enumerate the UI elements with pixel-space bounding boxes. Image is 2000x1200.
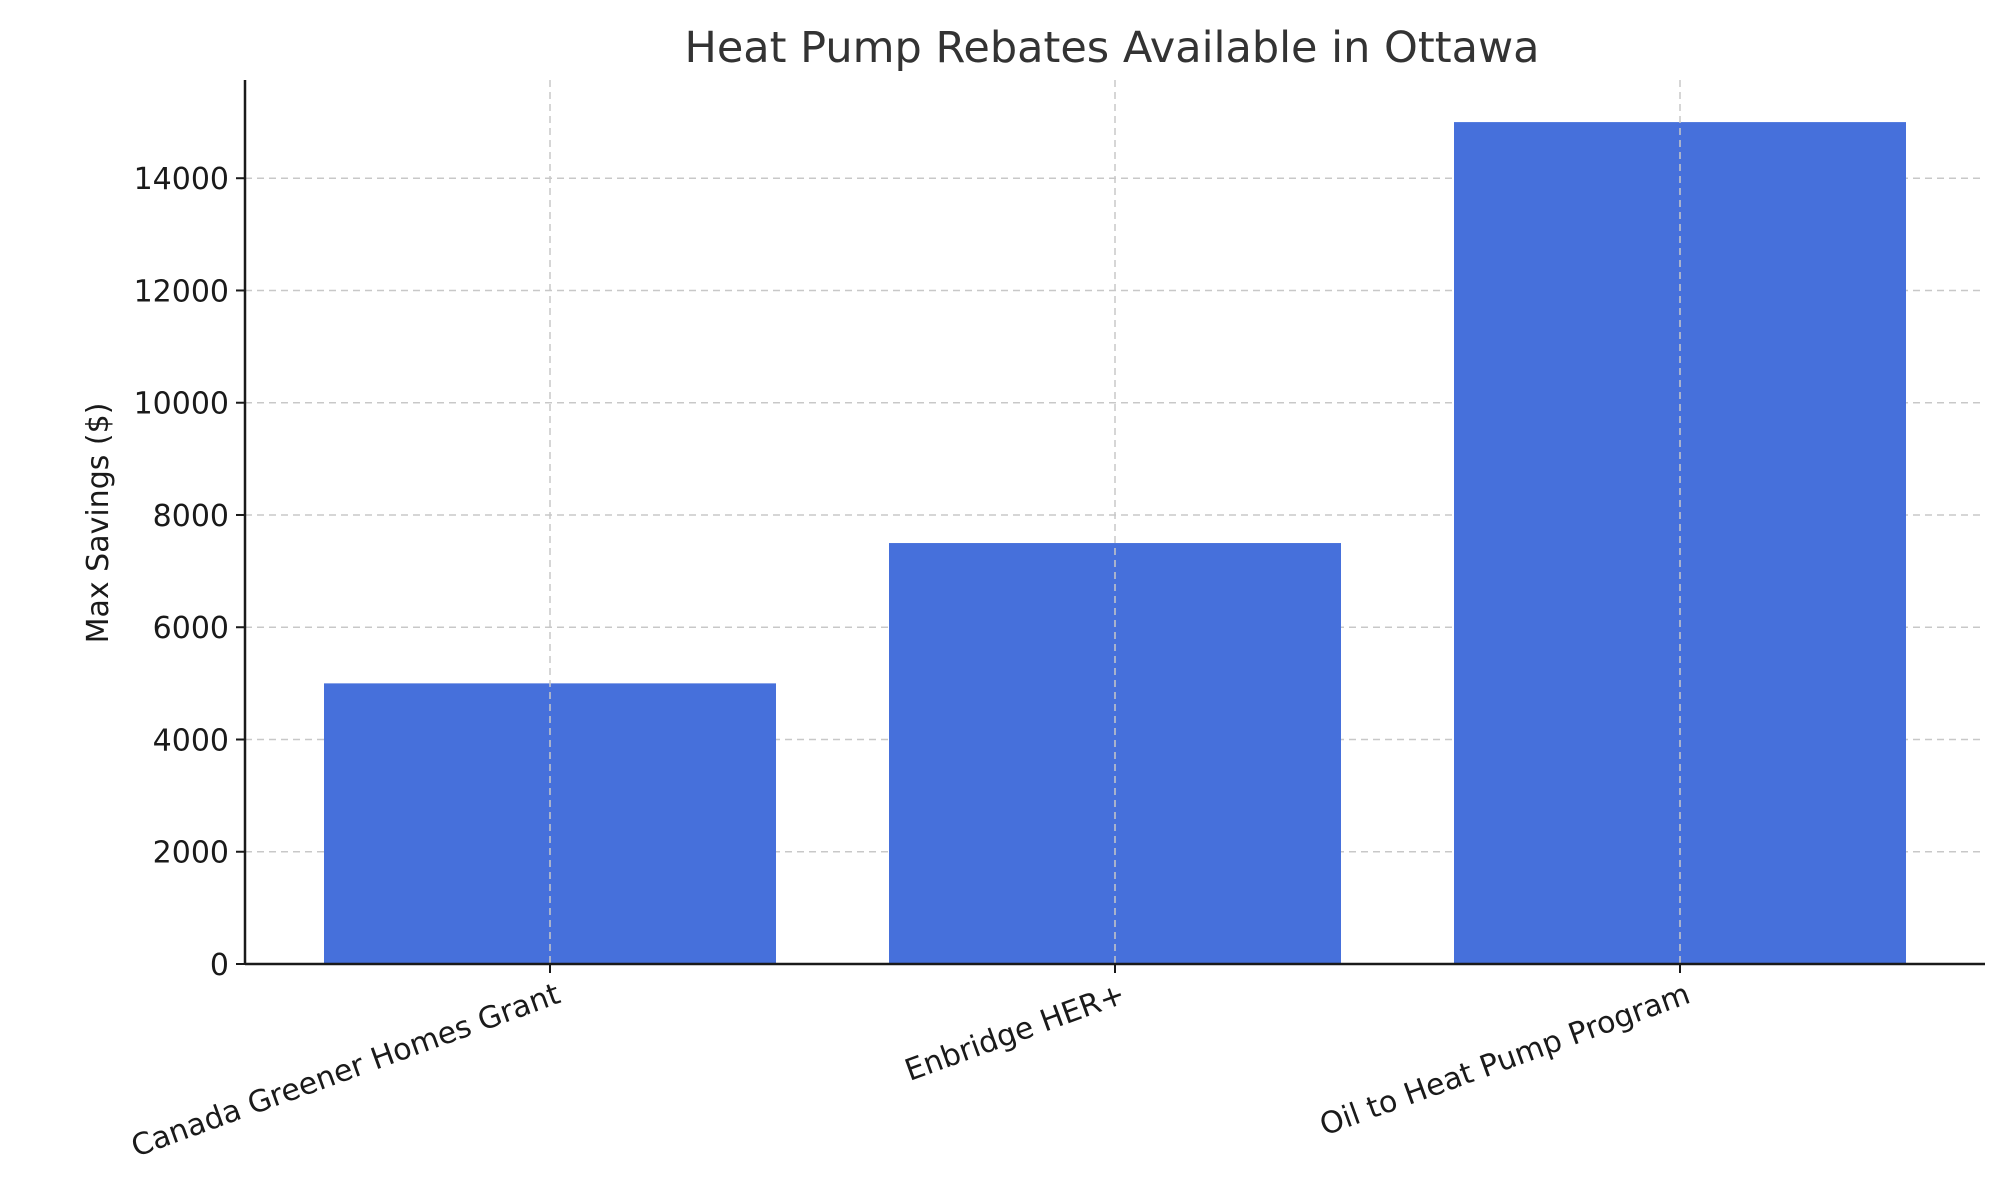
- x-tick-label: Canada Greener Homes Grant: [127, 977, 565, 1165]
- x-tick-label: Enbridge HER+: [900, 977, 1129, 1089]
- y-tick-label: 14000: [134, 162, 229, 197]
- y-tick-label: 12000: [134, 274, 229, 309]
- x-tick-labels: Canada Greener Homes Grant Enbridge HER+ O…: [127, 964, 1695, 1165]
- x-grid-lines: [549, 80, 1681, 964]
- y-tick-label: 6000: [153, 611, 229, 646]
- x-tick-label: Oil to Heat Pump Program: [1315, 977, 1695, 1144]
- y-tick-label: 4000: [153, 723, 229, 758]
- y-tick-labels: 0 2000 4000 6000 8000 10000 12000 14000: [134, 162, 245, 983]
- y-tick-label: 2000: [153, 836, 229, 871]
- y-tick-label: 8000: [153, 499, 229, 534]
- y-tick-label: 10000: [134, 387, 229, 422]
- chart-title: Heat Pump Rebates Available in Ottawa: [685, 23, 1540, 73]
- bars: [324, 122, 1906, 965]
- y-axis-label: Max Savings ($): [81, 403, 116, 644]
- y-tick-label: 0: [210, 948, 229, 983]
